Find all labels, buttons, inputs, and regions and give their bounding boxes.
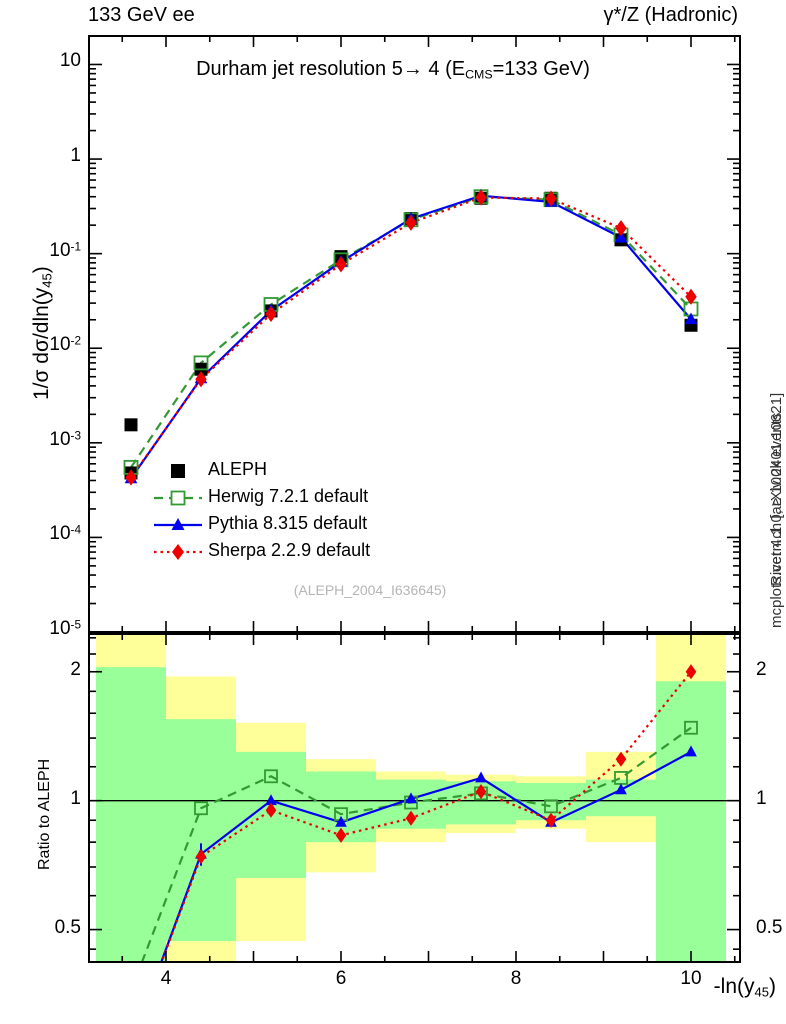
y-tick-label-main: 10-1 <box>49 239 81 261</box>
data-point-sherpa <box>545 190 557 207</box>
header-left-label: 133 GeV ee <box>88 4 195 26</box>
ratio-point-pythia <box>685 745 697 757</box>
legend-label: Pythia 8.315 default <box>208 513 368 533</box>
ratio-point-sherpa <box>545 812 557 828</box>
ratio-panel-frame <box>88 633 741 963</box>
data-point-sherpa <box>475 189 487 206</box>
x-tick-label: 8 <box>510 968 522 989</box>
y-tick-label-ratio-left: 2 <box>70 658 81 680</box>
x-axis-label: -ln(y45) <box>713 975 776 1000</box>
ratio-band-inner <box>96 667 166 962</box>
x-tick-label: 4 <box>160 968 172 989</box>
x-tick-label: 6 <box>335 968 347 989</box>
x-tick-label: 10 <box>680 968 702 989</box>
series-line-herwig <box>130 195 692 468</box>
ratio-point-sherpa <box>265 802 277 818</box>
y-tick-label-ratio-left: 0.5 <box>54 916 81 938</box>
ratio-point-sherpa <box>685 664 697 680</box>
y-tick-label-ratio-right: 0.5 <box>756 916 783 938</box>
data-point-pythia <box>614 230 628 243</box>
data-point-herwig <box>193 355 209 371</box>
y-tick-label-ratio-left: 1 <box>70 787 81 809</box>
legend-marker-marker-square-black <box>152 458 204 484</box>
y-tick-label-main: 10-4 <box>49 523 81 545</box>
legend-label: Herwig 7.2.1 default <box>208 486 369 506</box>
legend-marker-dotted-diamond <box>152 539 204 565</box>
y-tick-label-main: 1 <box>70 145 81 167</box>
analysis-watermark: (ALEPH_2004_I636645) <box>293 582 447 598</box>
ratio-point-pythia <box>405 792 417 804</box>
header-right-label: γ*/Z (Hadronic) <box>603 4 738 26</box>
data-point-sherpa <box>125 469 137 486</box>
ratio-band-inner <box>166 719 236 942</box>
data-point-pythia <box>684 312 698 325</box>
ratio-point-herwig <box>544 799 558 814</box>
y-tick-label-main: 10 <box>59 50 81 72</box>
y-tick-label-main: 10-5 <box>49 618 81 639</box>
ratio-point-pythia <box>265 794 277 806</box>
ratio-point-herwig <box>684 720 698 735</box>
ratio-point-pythia <box>335 815 347 827</box>
ratio-point-herwig <box>194 801 208 816</box>
legend-marker-dashed-open-square <box>152 485 204 511</box>
data-point-sherpa <box>265 305 277 323</box>
legend-label: ALEPH <box>208 459 268 479</box>
ratio-point-herwig <box>264 769 278 784</box>
ratio-band-inner <box>656 681 726 962</box>
ratio-point-sherpa <box>335 827 347 843</box>
ratio-point-pythia <box>615 783 627 795</box>
main-panel-frame <box>88 35 741 633</box>
data-point-aleph <box>124 418 138 432</box>
data-point-sherpa <box>195 371 207 388</box>
ratio-point-sherpa <box>405 810 417 826</box>
ratio-point-pythia <box>475 771 487 783</box>
data-point-sherpa <box>335 256 347 273</box>
ratio-point-sherpa <box>475 784 487 800</box>
y-tick-label-main: 10-2 <box>49 334 81 356</box>
y-tick-label-ratio-right: 2 <box>756 658 767 680</box>
legend-label: Sherpa 2.2.9 default <box>208 540 371 560</box>
ratio-point-sherpa <box>195 849 207 865</box>
y-tick-label-main: 10-3 <box>49 428 81 450</box>
legend-marker-solid-triangle <box>152 512 204 538</box>
plot-title: Durham jet resolution 5→ 4 (ECMS=133 GeV… <box>196 58 590 82</box>
ratio-point-sherpa <box>615 751 627 767</box>
data-point-sherpa <box>685 288 697 305</box>
y-tick-label-ratio-right: 1 <box>756 787 767 809</box>
series-line-pythia <box>130 194 692 480</box>
data-point-sherpa <box>405 214 417 231</box>
data-point-sherpa <box>615 220 627 237</box>
series-line-sherpa <box>130 196 692 479</box>
